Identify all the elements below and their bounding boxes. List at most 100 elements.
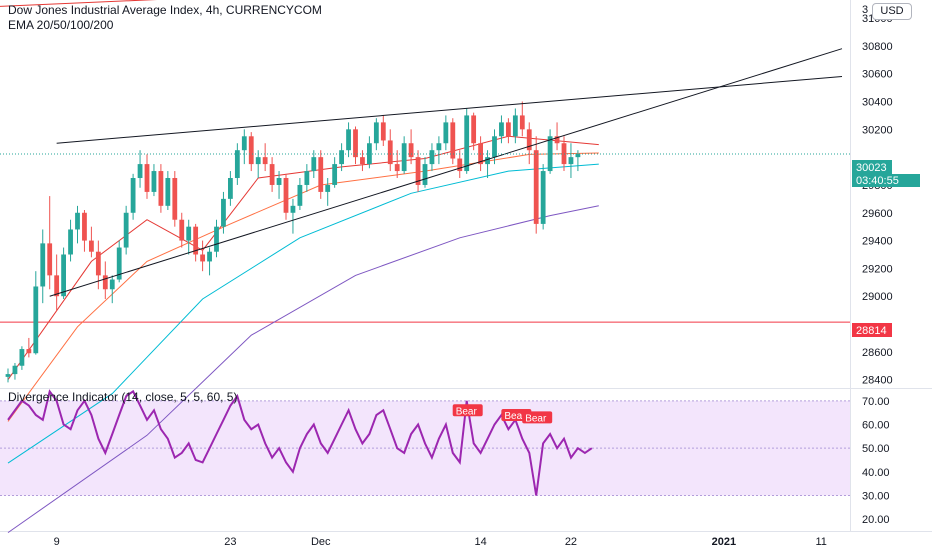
trendline-lower-wedge xyxy=(49,48,843,297)
level-tag-bg xyxy=(852,323,892,337)
candle-body xyxy=(332,164,338,185)
indicator-axis-tick: 50.00 xyxy=(862,443,890,455)
time-axis[interactable]: 9 23 Dec 14 22 2021 11 xyxy=(54,536,827,548)
bear-label: Bear xyxy=(504,411,526,422)
time-axis-label: 14 xyxy=(474,536,486,548)
candle-body xyxy=(318,157,324,192)
ema-line-ema-100 xyxy=(7,163,599,464)
candle-body xyxy=(290,205,296,213)
candle-body xyxy=(19,349,25,366)
candle-body xyxy=(304,171,310,185)
candle-body xyxy=(353,129,358,158)
candle-body xyxy=(443,122,449,144)
trendline-top-red xyxy=(0,0,158,7)
candle-body xyxy=(373,122,379,144)
price-axis-tick: 29600 xyxy=(862,208,893,220)
candle-body xyxy=(109,279,115,290)
countdown-tag: 03:40:55 xyxy=(856,175,899,187)
candle-body xyxy=(40,243,46,287)
indicator-line xyxy=(7,389,593,496)
candle-body xyxy=(228,178,233,199)
price-axis-tick: 30600 xyxy=(862,69,893,81)
candle-body xyxy=(12,365,18,375)
candle-body xyxy=(255,157,261,165)
price-axis-tick: 29000 xyxy=(862,291,893,303)
candle-body xyxy=(485,157,490,165)
price-axis-tick: 28600 xyxy=(862,347,893,359)
candle-body xyxy=(436,143,442,151)
indicator-axis-tick: 20.00 xyxy=(862,514,890,526)
candle-body xyxy=(297,184,303,206)
main-pane[interactable] xyxy=(0,0,850,388)
candle-body xyxy=(408,143,414,158)
candle-body xyxy=(130,178,136,213)
price-axis-tick: 30200 xyxy=(862,124,893,136)
indicator-axis-tick: 60.00 xyxy=(862,420,890,432)
time-axis-label: 9 xyxy=(54,536,60,548)
candle-body xyxy=(269,164,275,185)
candle-body xyxy=(68,229,73,255)
candle-body xyxy=(151,171,157,192)
candle-body xyxy=(346,129,351,151)
candle-body xyxy=(394,164,400,172)
candle-body xyxy=(186,226,192,241)
candle-body xyxy=(82,212,87,241)
time-axis-label: 2021 xyxy=(712,536,736,548)
candle-body xyxy=(123,212,129,248)
bear-labels-group: Bear Bear Bear xyxy=(452,404,553,424)
ema-line-ema-200 xyxy=(7,205,599,534)
candle-body xyxy=(200,254,205,262)
countdown-tag-bg xyxy=(852,174,920,187)
candle-body xyxy=(380,122,386,141)
time-axis-label: 22 xyxy=(565,536,577,548)
candle-body xyxy=(89,240,94,252)
candle-body xyxy=(158,171,164,206)
indicator-axis[interactable]: 70.00 60.00 50.00 40.00 30.00 20.00 xyxy=(862,396,890,526)
candle-body xyxy=(47,243,53,276)
candle-body xyxy=(234,150,240,179)
currency-selector-button[interactable]: USD xyxy=(872,3,912,20)
indicator-line-group xyxy=(7,389,593,496)
bear-label-bg xyxy=(522,411,553,424)
candle-body xyxy=(193,226,199,255)
indicator-axis-tick: 30.00 xyxy=(862,491,890,503)
candle-body xyxy=(262,157,268,165)
candle-body xyxy=(61,254,66,297)
indicator-axis-tick: 70.00 xyxy=(862,396,890,408)
last-price-tag: 30023 xyxy=(856,162,887,174)
candle-body xyxy=(575,153,581,158)
ema-line-ema-50 xyxy=(7,152,599,422)
candle-body xyxy=(339,150,344,165)
candle-body xyxy=(54,275,60,297)
ema-legend: EMA 20/50/100/200 xyxy=(8,18,114,32)
price-axis-tick: 29200 xyxy=(862,263,893,275)
chart-title: Dow Jones Industrial Average Index, 4h, … xyxy=(8,3,322,17)
candle-body xyxy=(102,275,108,290)
bear-label-bg xyxy=(452,404,483,417)
candle-body xyxy=(325,184,331,192)
time-axis-label: 11 xyxy=(815,536,826,548)
candle-body xyxy=(144,164,150,192)
trendline-group xyxy=(0,0,843,297)
price-axis-tick: 30400 xyxy=(862,97,893,109)
candle-body xyxy=(492,136,497,158)
candle-body xyxy=(165,178,171,206)
indicator-axis-tick: 40.00 xyxy=(862,467,890,479)
last-price-tag-bg xyxy=(852,160,892,174)
candle-body xyxy=(276,178,282,185)
candle-body xyxy=(311,157,317,172)
candle-body xyxy=(457,158,463,172)
candle-body xyxy=(422,164,428,185)
candle-body xyxy=(415,157,421,185)
candle-body xyxy=(533,150,539,224)
trendline-upper-wedge xyxy=(56,75,843,144)
price-axis-tick: 29400 xyxy=(862,236,893,248)
candle-body xyxy=(401,143,407,172)
candle-body xyxy=(512,115,518,137)
candle-body xyxy=(172,178,178,220)
price-axis-top-partial: 3 xyxy=(862,4,868,16)
candle-body xyxy=(5,374,11,377)
candle-body xyxy=(248,136,254,165)
